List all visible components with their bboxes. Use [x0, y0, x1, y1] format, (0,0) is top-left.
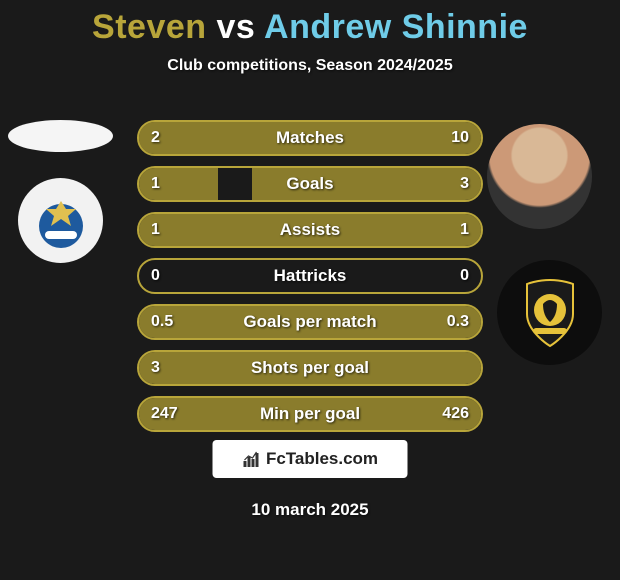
player2-club-crest	[497, 260, 602, 365]
stat-label: Goals per match	[139, 306, 481, 338]
stat-row: Matches2 10	[137, 120, 483, 156]
stat-value-right: 3	[460, 168, 469, 200]
stat-value-left: 0.5	[151, 306, 173, 338]
stat-value-left: 1	[151, 168, 160, 200]
stat-row: Hattricks0 0	[137, 258, 483, 294]
stat-value-left: 3	[151, 352, 160, 384]
date-label: 10 march 2025	[0, 500, 620, 520]
stat-row: Min per goal247 426	[137, 396, 483, 432]
stats-bars: Matches210Goals13Assists11Hattricks00Goa…	[137, 120, 483, 442]
subtitle: Club competitions, Season 2024/2025	[0, 57, 620, 75]
stat-label: Matches	[139, 122, 481, 154]
stat-label: Min per goal	[139, 398, 481, 430]
player2-name: Andrew Shinnie	[264, 8, 528, 46]
stat-value-right: 426	[442, 398, 469, 430]
comparison-title: Steven vs Andrew Shinnie	[0, 0, 620, 47]
brand-badge[interactable]: FcTables.com	[213, 440, 408, 478]
player1-name: Steven	[92, 8, 207, 46]
stat-value-right: 0	[460, 260, 469, 292]
brand-chart-icon	[242, 449, 262, 469]
stat-row: Goals per match0.5 0.3	[137, 304, 483, 340]
stat-row: Assists1 1	[137, 212, 483, 248]
stat-label: Shots per goal	[139, 352, 481, 384]
stat-label: Hattricks	[139, 260, 481, 292]
stat-value-left: 2	[151, 122, 160, 154]
stat-value-right: 1	[460, 214, 469, 246]
vs-word: vs	[217, 8, 256, 46]
stat-value-left: 0	[151, 260, 160, 292]
stat-value-right: 0.3	[447, 306, 469, 338]
brand-text: FcTables.com	[266, 449, 378, 469]
stat-value-right: 10	[451, 122, 469, 154]
player2-avatar	[487, 124, 592, 229]
player1-avatar	[8, 120, 113, 152]
stat-label: Goals	[139, 168, 481, 200]
player1-club-crest	[18, 178, 103, 263]
stat-label: Assists	[139, 214, 481, 246]
stat-value-left: 247	[151, 398, 178, 430]
stat-row: Shots per goal3	[137, 350, 483, 386]
stat-value-left: 1	[151, 214, 160, 246]
stat-row: Goals1 3	[137, 166, 483, 202]
